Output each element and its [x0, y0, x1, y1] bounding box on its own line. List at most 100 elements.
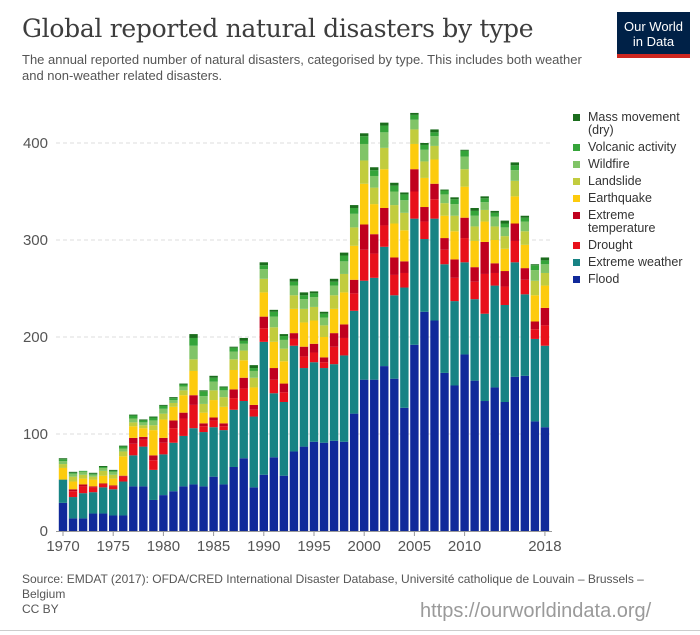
bar-segment-extreme-weather	[520, 294, 530, 376]
bar-segment-mass-movement-dry	[279, 334, 289, 337]
bar-segment-wildfire	[88, 474, 98, 477]
bar-segment-volcanic-activity	[209, 377, 218, 382]
bar-segment-drought	[440, 249, 449, 265]
bar-segment-wildfire	[119, 448, 128, 452]
bar-segment-wildfire	[109, 471, 118, 475]
bar-segment-earthquake	[119, 456, 128, 476]
bar-segment-landslide	[510, 180, 519, 197]
bar-segment-extreme-temperature	[410, 169, 419, 192]
bar-segment-mass-movement-dry	[349, 205, 359, 208]
logo-line-2: in Data	[632, 34, 675, 49]
legend-item[interactable]: Landslide	[573, 175, 698, 188]
bar-segment-volcanic-activity	[480, 198, 489, 203]
legend-item[interactable]: Extreme temperature	[573, 209, 698, 235]
bar-segment-volcanic-activity	[500, 223, 509, 228]
legend-item[interactable]: Volcanic activity	[573, 141, 698, 154]
bar-segment-landslide	[289, 295, 299, 309]
bar-segment-drought	[460, 238, 469, 263]
bar-segment-earthquake	[520, 244, 530, 269]
bar-segment-flood	[420, 311, 429, 531]
bar-segment-earthquake	[339, 292, 349, 325]
bar-segment-landslide	[349, 227, 359, 246]
bar-segment-landslide	[229, 359, 238, 370]
legend-item[interactable]: Extreme weather	[573, 256, 698, 269]
bar-segment-earthquake	[279, 361, 289, 384]
bar-segment-extreme-weather	[510, 262, 519, 377]
bar-segment-landslide	[68, 476, 78, 482]
bar-segment-extreme-temperature	[380, 207, 389, 226]
bar-segment-mass-movement-dry	[98, 466, 108, 467]
bar-segment-wildfire	[430, 136, 439, 146]
bar-segment-extreme-weather	[480, 313, 489, 402]
bar-segment-wildfire	[380, 132, 389, 148]
legend-item[interactable]: Drought	[573, 239, 698, 252]
bar-segment-volcanic-activity	[470, 210, 479, 216]
legend-item[interactable]: Earthquake	[573, 192, 698, 205]
bar-segment-landslide	[98, 470, 108, 476]
legend-item[interactable]: Mass movement (dry)	[573, 111, 698, 137]
owid-logo[interactable]: Our World in Data	[617, 12, 690, 58]
bar-segment-landslide	[380, 147, 389, 170]
bar-segment-earthquake	[129, 426, 138, 438]
bar-segment-landslide	[249, 377, 258, 388]
bar-segment-extreme-temperature	[299, 346, 309, 357]
bar-segment-drought	[329, 346, 339, 365]
bar-segment-drought	[410, 191, 419, 219]
bar-segment-drought	[119, 476, 128, 482]
bar-segment-extreme-temperature	[339, 324, 349, 338]
bar-segment-extreme-weather	[430, 218, 439, 321]
bar-segment-flood	[239, 458, 248, 531]
bar-segment-volcanic-activity	[259, 265, 268, 270]
bar-segment-extreme-temperature	[199, 423, 208, 427]
bar-segment-extreme-weather	[78, 493, 88, 519]
bar-segment-wildfire	[319, 317, 329, 326]
bar-segment-earthquake	[78, 478, 88, 485]
legend-swatch	[573, 276, 580, 283]
bar-segment-flood	[299, 446, 309, 531]
bar-segment-wildfire	[98, 467, 108, 471]
bar-segment-drought	[269, 379, 279, 394]
bar-segment-earthquake	[289, 308, 299, 334]
bar-segment-drought	[520, 279, 530, 295]
bar-segment-landslide	[360, 160, 369, 184]
bar-segment-volcanic-activity	[530, 265, 540, 271]
bar-segment-flood	[229, 466, 238, 531]
legend-item[interactable]: Flood	[573, 273, 698, 286]
bar-segment-mass-movement-dry	[530, 264, 540, 266]
bar-segment-extreme-weather	[239, 401, 248, 459]
bar-segment-extreme-weather	[360, 280, 369, 380]
bar-segment-extreme-temperature	[249, 404, 258, 410]
bar-segment-landslide	[480, 209, 489, 222]
bar-segment-mass-movement-dry	[179, 383, 188, 385]
legend-label: Drought	[588, 238, 633, 252]
bar-segment-landslide	[470, 226, 479, 241]
bar-segment-extreme-temperature	[68, 489, 78, 492]
bar-segment-wildfire	[129, 418, 138, 423]
bar-segment-extreme-weather	[169, 442, 178, 492]
bar-segment-extreme-weather	[370, 277, 379, 380]
bar-segment-extreme-weather	[339, 355, 349, 442]
bar-segment-flood	[370, 379, 379, 531]
bar-segment-extreme-temperature	[219, 423, 228, 427]
bar-segment-mass-movement-dry	[450, 197, 459, 200]
legend-item[interactable]: Wildfire	[573, 158, 698, 171]
bar-segment-wildfire	[259, 269, 268, 279]
bar-segment-flood	[249, 487, 258, 531]
bar-segment-extreme-weather	[540, 345, 550, 428]
bar-segment-mass-movement-dry	[299, 292, 309, 296]
x-tick-label: 1990	[247, 538, 280, 555]
bar-segment-earthquake	[259, 292, 268, 317]
bar-segment-mass-movement-dry	[470, 207, 479, 211]
legend-swatch	[573, 195, 580, 202]
bar-segment-extreme-weather	[199, 432, 208, 487]
bar-segment-extreme-weather	[98, 487, 108, 514]
bar-segment-volcanic-activity	[460, 150, 469, 157]
bar-segment-drought	[390, 274, 399, 296]
bar-segment-volcanic-activity	[179, 384, 188, 387]
legend-swatch	[573, 178, 580, 185]
bar-segment-extreme-temperature	[169, 420, 178, 429]
bar-segment-mass-movement-dry	[109, 469, 118, 471]
bar-segment-extreme-temperature	[400, 261, 409, 273]
bar-segment-earthquake	[410, 143, 419, 170]
bar-segment-flood	[540, 427, 550, 531]
